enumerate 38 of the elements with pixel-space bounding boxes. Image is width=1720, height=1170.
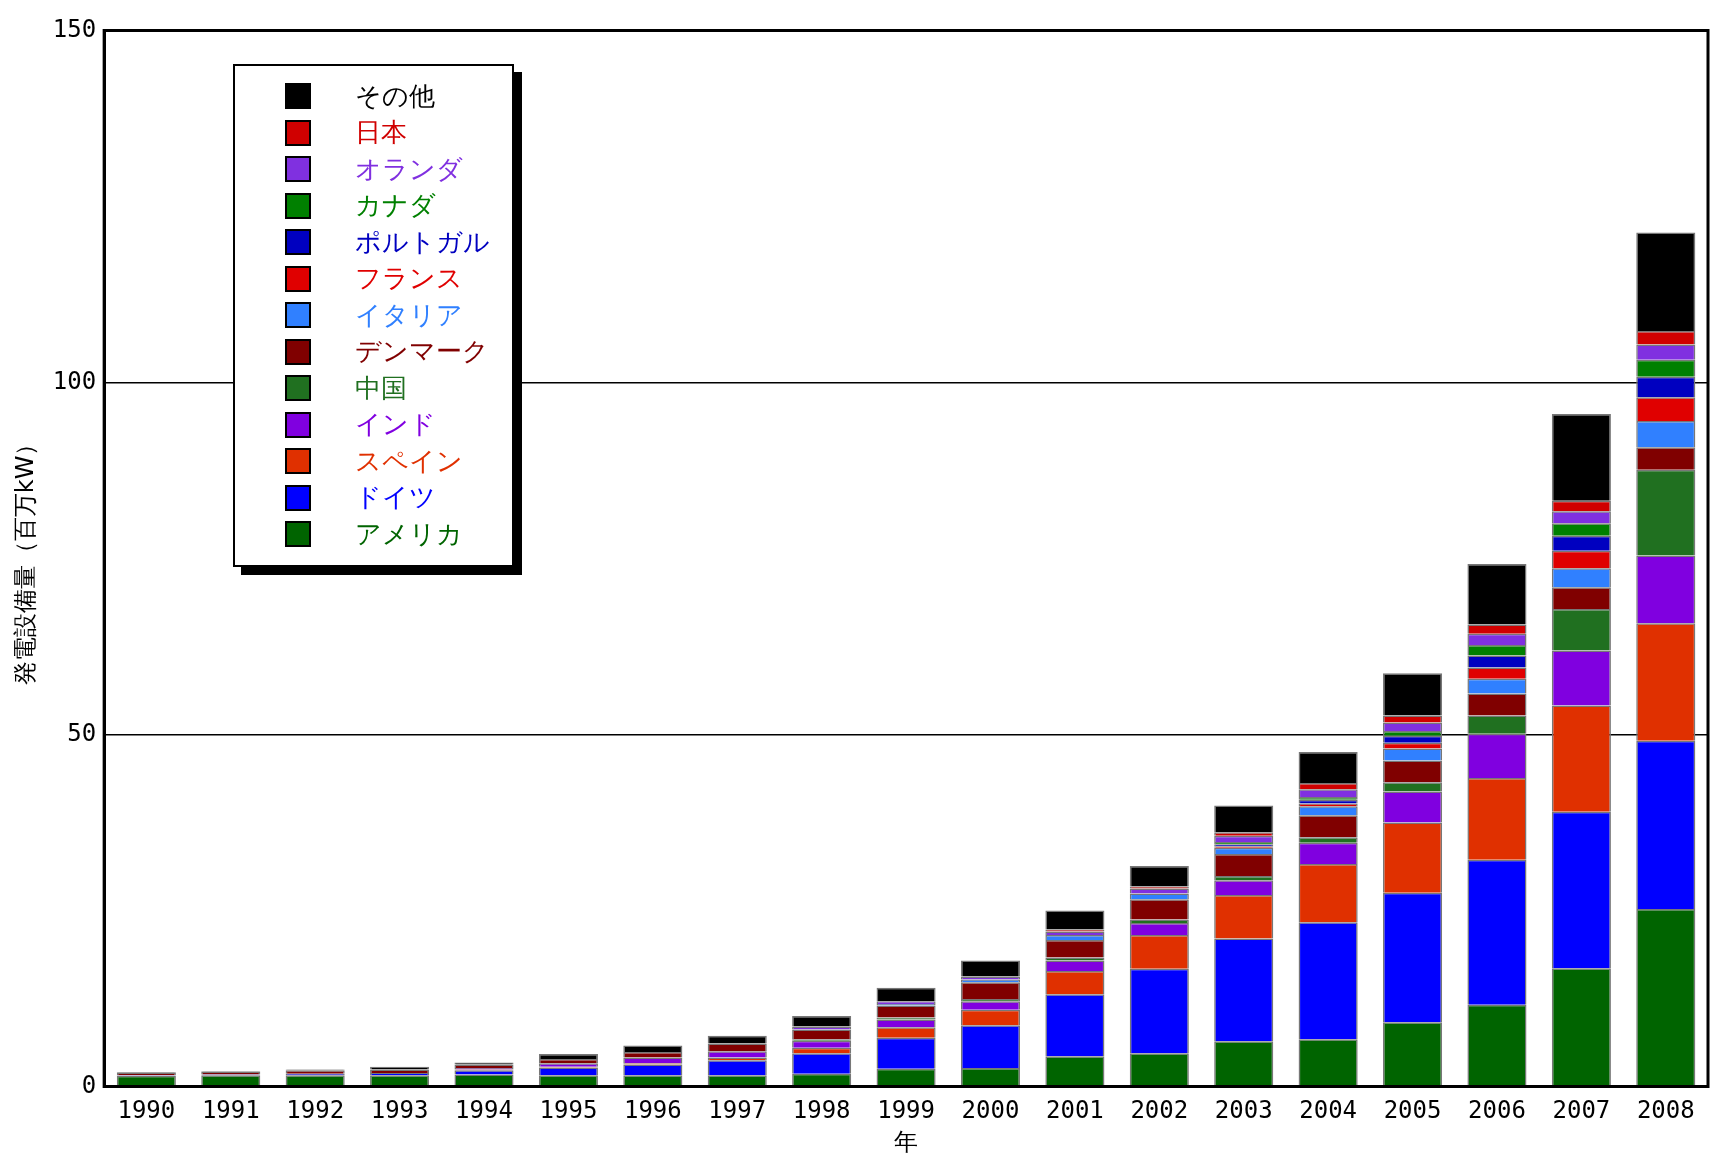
legend-label: アメリカ [355,517,463,551]
legend-label: ポルトガル [355,225,490,259]
x-tick-label: 2006 [1468,1096,1526,1125]
x-tick-label: 1992 [286,1096,345,1125]
legend-label: インド [355,408,436,442]
legend-label: イタリア [355,298,463,332]
x-tick-label: 1993 [370,1096,429,1125]
legend-label: その他 [355,79,435,113]
legend-label: フランス [355,262,463,296]
x-tick-label: 1994 [455,1096,513,1125]
x-tick-label: 1999 [877,1096,935,1125]
x-tick-label: 2005 [1383,1096,1442,1125]
legend-label: オランダ [355,152,463,186]
y-tick-label: 150 [52,14,97,43]
x-tick-label: 2003 [1214,1096,1273,1125]
legend-label: 中国 [355,371,407,405]
x-tick-label: 1991 [201,1096,260,1125]
legend-label: ドイツ [355,481,436,515]
x-tick-label: 2004 [1299,1096,1358,1125]
legend-label: 日本 [355,116,407,150]
y-axis-title: 発電設備量（百万kW） [10,431,39,686]
y-tick-label: 100 [52,366,97,395]
y-tick-label: 50 [67,718,97,747]
x-tick-label: 1995 [539,1096,598,1125]
legend-label: カナダ [355,189,436,223]
x-tick-label: 2000 [961,1096,1020,1125]
y-tick-label: 0 [81,1070,97,1099]
x-tick-label: 1990 [117,1096,176,1125]
legend-label: デンマーク [355,335,489,369]
x-tick-label: 1997 [708,1096,767,1125]
x-tick-label: 2008 [1636,1096,1695,1125]
x-tick-label: 1998 [792,1096,851,1125]
x-axis-title: 年 [894,1127,919,1156]
x-tick-label: 2001 [1046,1096,1104,1125]
x-tick-label: 1996 [623,1096,682,1125]
x-tick-label: 2007 [1552,1096,1611,1125]
x-tick-label: 2002 [1130,1096,1189,1125]
legend-label: スペイン [355,444,463,478]
